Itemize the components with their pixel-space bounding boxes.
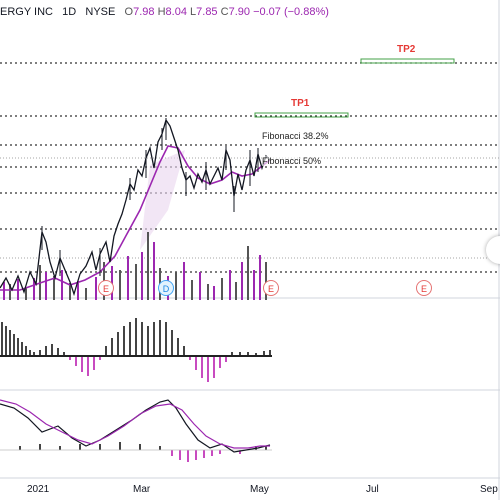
dividend-event-icon[interactable]: D (158, 280, 174, 296)
tp1-zone (254, 112, 349, 118)
symbol-legend[interactable]: ERGY INC 1D NYSE O7.98 H8.04 L7.85 C7.90… (0, 6, 329, 18)
x-axis-label-may: May (250, 484, 269, 495)
price-line (0, 118, 271, 297)
change-value: −0.07 (−0.88%) (253, 6, 329, 18)
fib-50-label: Fibonacci 50% (262, 156, 322, 166)
low-label: L (190, 6, 197, 18)
x-axis-label-sep: Sep (480, 484, 498, 495)
symbol-name: ERGY INC (0, 6, 53, 18)
x-axis-label-2021: 2021 (27, 484, 50, 495)
fib-382-label: Fibonacci 38.2% (262, 131, 329, 141)
x-axis-label-mar: Mar (133, 484, 151, 495)
high-value: 8.04 (165, 6, 187, 18)
tp1-label: TP1 (291, 98, 310, 109)
macd-line (0, 399, 271, 453)
earnings-event-icon[interactable]: E (98, 280, 114, 296)
tp2-zone (360, 58, 455, 64)
x-axis-label-jul: Jul (366, 484, 379, 495)
volume-bars (3, 232, 267, 300)
pattern-shading (140, 150, 185, 250)
open-label: O (124, 6, 134, 18)
tp2-label: TP2 (397, 44, 416, 55)
close-label: C (220, 6, 229, 18)
moving-average-line (0, 145, 271, 291)
earnings-event-icon[interactable]: E (416, 280, 432, 296)
exchange-label: NYSE (85, 6, 116, 18)
high-label: H (157, 6, 166, 18)
close-value: 7.90 (228, 6, 250, 18)
earnings-event-icon[interactable]: E (263, 280, 279, 296)
scroll-handle-icon[interactable] (486, 236, 500, 264)
histogram-2 (19, 442, 267, 462)
low-value: 7.85 (196, 6, 218, 18)
candle-wicks (41, 118, 259, 276)
histogram-1 (1, 318, 271, 382)
signal-line (0, 399, 270, 449)
interval-label: 1D (62, 6, 77, 18)
open-value: 7.98 (133, 6, 155, 18)
